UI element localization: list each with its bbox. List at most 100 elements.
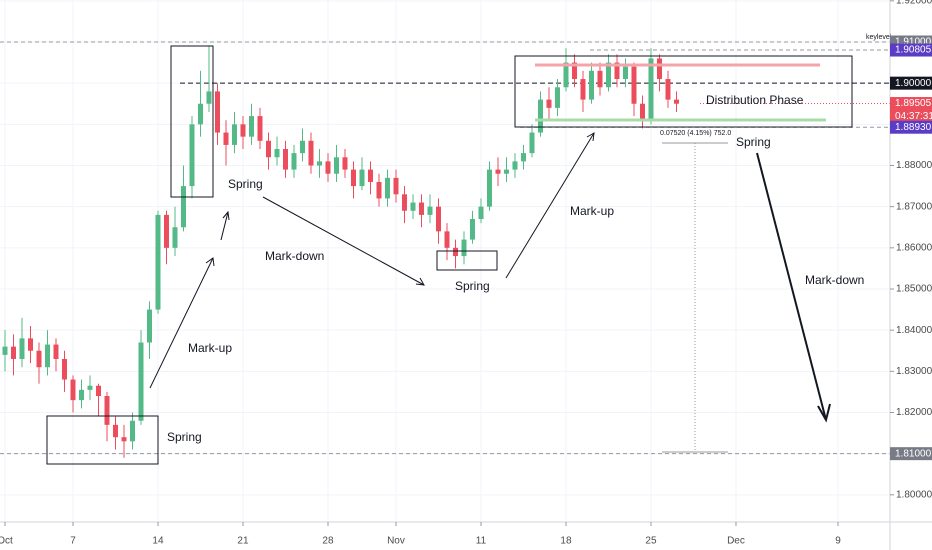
- price-label: 1.90805: [895, 45, 932, 56]
- candle-body: [359, 169, 365, 187]
- candle-body: [537, 99, 543, 133]
- price-label: 1.88930: [895, 122, 932, 133]
- candle-body: [223, 132, 229, 145]
- countdown: 04:37:31: [895, 111, 932, 122]
- candle-body: [520, 153, 526, 162]
- candle-body: [427, 206, 433, 215]
- annotation: Spring: [167, 430, 202, 444]
- candle-body: [580, 79, 586, 100]
- candle-body: [138, 342, 144, 421]
- x-tick-label: 14: [152, 536, 164, 547]
- candle-body: [563, 62, 569, 88]
- y-tick-label: 1.80000: [896, 489, 932, 500]
- candle-body: [503, 169, 509, 174]
- candle-body: [44, 344, 50, 368]
- candle-body: [529, 132, 535, 154]
- candle-body: [61, 358, 67, 380]
- annotation: Spring: [228, 177, 263, 191]
- y-tick-label: 1.85000: [896, 284, 932, 295]
- candle-body: [36, 350, 42, 368]
- candle-body: [87, 385, 93, 390]
- price-label-bg: [890, 97, 932, 124]
- price-label: 1.91000: [895, 37, 932, 48]
- candle-body: [469, 219, 475, 240]
- x-tick-label: 21: [237, 536, 249, 547]
- arrow: [220, 211, 229, 241]
- candles: [2, 46, 679, 458]
- candle-body: [146, 309, 152, 343]
- y-tick-label: 1.86000: [896, 242, 932, 253]
- candle-body: [78, 389, 84, 401]
- x-tick-label: 28: [322, 536, 334, 547]
- annotation: Mark-up: [570, 204, 614, 218]
- candle-body: [299, 140, 305, 154]
- candle-body: [597, 70, 603, 88]
- candle-body: [10, 346, 16, 359]
- candle-body: [444, 231, 450, 248]
- candle-body: [70, 379, 76, 401]
- price-label-bg: [890, 120, 932, 134]
- candle-body: [656, 58, 662, 80]
- box: [46, 415, 159, 465]
- box: [436, 250, 498, 271]
- x-tick-label: 11: [476, 536, 487, 547]
- candle-body: [53, 344, 59, 359]
- x-tick-label: Dec: [727, 536, 745, 547]
- candle-body: [282, 149, 288, 170]
- candle-body: [435, 206, 441, 232]
- candle-body: [214, 91, 220, 133]
- x-tick-label: 7: [70, 536, 76, 547]
- candle-body: [452, 247, 458, 257]
- candle-body: [384, 177, 390, 199]
- candle-body: [206, 91, 212, 104]
- arrow-head: [205, 257, 215, 267]
- candle-body: [648, 58, 654, 121]
- candle-body: [172, 227, 178, 248]
- candle-body: [257, 116, 263, 141]
- candle-body: [274, 149, 280, 158]
- price-label-bg: [890, 43, 932, 57]
- y-tick-label: 1.83000: [896, 366, 932, 377]
- candle-body: [614, 62, 620, 80]
- annotation: Spring: [736, 135, 771, 149]
- candle-body: [189, 124, 195, 187]
- price-label-bg: [890, 76, 932, 90]
- arrow-head: [817, 403, 831, 423]
- candle-body: [631, 66, 637, 104]
- annotation: Distribution Phase: [706, 93, 804, 107]
- price-label: 1.81000: [895, 448, 932, 459]
- box: [514, 55, 853, 128]
- candle-body: [367, 169, 373, 182]
- arrow: [505, 132, 595, 279]
- candle-body: [418, 202, 424, 215]
- price-label: 1.90000: [895, 78, 932, 89]
- candle-body: [2, 346, 8, 355]
- candle-body: [486, 169, 492, 207]
- x-tick-label: 25: [645, 536, 657, 547]
- price-label-bg: [890, 447, 932, 461]
- y-tick-label: 1.92000: [896, 0, 932, 6]
- candle-body: [197, 103, 203, 125]
- annotation: Spring: [455, 279, 490, 293]
- candle-body: [546, 99, 552, 108]
- candle-body: [163, 214, 169, 248]
- candle-body: [121, 437, 127, 442]
- arrow-head: [222, 210, 230, 221]
- y-tick-label: 1.87000: [896, 201, 932, 212]
- candle-body: [95, 385, 101, 397]
- candle-body: [342, 157, 348, 170]
- arrow: [756, 152, 827, 421]
- x-tick-label: Nov: [387, 536, 405, 547]
- candle-body: [478, 206, 484, 220]
- x-tick-label: 9: [835, 536, 841, 547]
- arrow: [149, 257, 214, 389]
- annotation: Mark-down: [265, 249, 324, 263]
- candle-body: [231, 124, 237, 145]
- x-tick-label: 18: [560, 536, 572, 547]
- candle-body: [27, 338, 33, 351]
- candle-body: [248, 116, 254, 137]
- candle-body: [291, 153, 297, 170]
